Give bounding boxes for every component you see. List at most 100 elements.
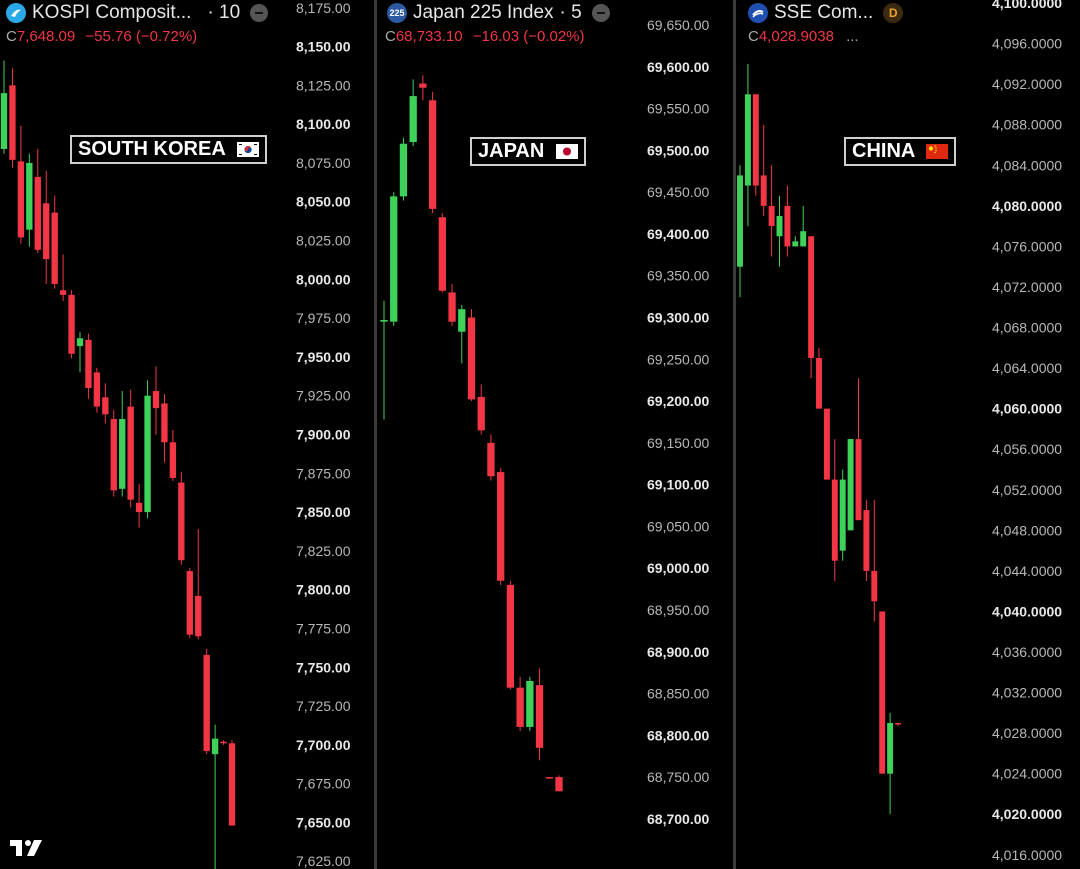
japan-label: JAPAN (470, 137, 586, 166)
kospi-change: −55.76 (85, 28, 132, 45)
sse-quote: C4,028.9038 ... (748, 28, 859, 45)
kospi-chart-panel[interactable]: 8,175.00 8,150.00 8,125.00 8,100.00 8,075.00… (0, 0, 374, 869)
kospi-candle-body (0, 93, 8, 149)
sse-candle-body (792, 241, 799, 247)
kospi-candle-body (85, 339, 92, 388)
nikkei-candle (409, 79, 417, 147)
sse-candle (784, 185, 791, 257)
kospi-collapse-icon[interactable] (250, 4, 269, 22)
kospi-candle-body (110, 418, 117, 491)
kospi-candle (102, 383, 109, 424)
kospi-candle-body (26, 162, 33, 230)
kospi-candle (178, 471, 185, 565)
sse-close: 4,028.9038 (758, 28, 834, 45)
sse-y-tick-label: 4,084.0000 (992, 157, 1062, 173)
kospi-candle (43, 170, 50, 284)
kospi-candle-body (93, 372, 101, 407)
nikkei-logo-icon: 225 (387, 3, 407, 23)
kospi-candle-body (102, 397, 109, 415)
sse-candle (768, 165, 775, 257)
nikkei-candle-body (428, 100, 437, 209)
kospi-y-tick-label: 7,825.00 (296, 543, 351, 559)
kospi-interval: · 10 (207, 2, 241, 23)
nikkei-candle-body (535, 685, 544, 748)
sse-chart[interactable]: 4,100.0000 4,096.0000 4,092.0000 4,088.0000… (736, 0, 1080, 869)
nikkei-candle (428, 91, 437, 214)
nikkei-y-tick-label: 68,950.00 (647, 602, 709, 618)
japan-label-text: JAPAN (478, 140, 545, 162)
kospi-candle-body (59, 290, 67, 295)
kospi-candle (68, 290, 75, 359)
nikkei-candle-body (526, 680, 534, 727)
sse-y-tick-label: 4,080.0000 (992, 198, 1062, 214)
kospi-y-tick-label: 8,025.00 (296, 233, 351, 249)
sse-candle-body (831, 479, 838, 561)
sse-candle-body (784, 205, 791, 247)
kospi-candle (119, 391, 126, 497)
kospi-y-tick-label: 7,800.00 (296, 582, 351, 598)
sse-trailing: ... (846, 28, 859, 45)
nikkei-candle-body (438, 217, 446, 291)
kospi-candle-body (144, 395, 151, 513)
kospi-y-tick-label: 7,650.00 (296, 814, 351, 830)
nikkei-y-tick-label: 68,750.00 (647, 769, 709, 785)
nikkei-candle (467, 309, 476, 402)
nikkei-y-tick-label: 69,550.00 (647, 101, 709, 117)
nikkei-candle (438, 213, 446, 293)
nikkei-chart-panel[interactable]: 69,650.00 69,600.00 69,550.00 69,500.00 69,4… (377, 0, 733, 869)
sse-header[interactable]: SSE Com... D (748, 0, 904, 26)
kospi-candle (127, 389, 134, 508)
sse-y-tick-label: 4,076.0000 (992, 238, 1062, 254)
sse-y-tick-label: 4,092.0000 (992, 76, 1062, 92)
kospi-header[interactable]: KOSPI Composit... · 10 (6, 0, 269, 26)
nikkei-candle-body (497, 472, 505, 581)
nikkei-header[interactable]: 225 Japan 225 Index · 5 (387, 0, 610, 26)
kospi-candle-body (17, 161, 25, 238)
nikkei-candle (458, 304, 466, 364)
kospi-title: KOSPI Composit... (32, 2, 192, 23)
kospi-candle-body (9, 85, 16, 160)
kospi-candle (135, 484, 143, 528)
separator-1[interactable] (374, 0, 377, 869)
kospi-candle-body (186, 571, 193, 635)
sse-y-tick-label: 4,048.0000 (992, 522, 1062, 538)
kospi-candle (203, 648, 210, 755)
nikkei-y-tick-label: 68,900.00 (647, 644, 709, 660)
sse-y-tick-label: 4,040.0000 (992, 603, 1062, 619)
nikkei-chart[interactable]: 69,650.00 69,600.00 69,550.00 69,500.00 69,4… (377, 0, 733, 869)
nikkei-close: 68,733.10 (395, 28, 463, 45)
sse-close-prefix: C (748, 28, 759, 45)
kospi-y-tick-label: 8,150.00 (296, 39, 351, 55)
nikkei-collapse-icon[interactable] (591, 4, 610, 22)
nikkei-y-tick-label: 69,150.00 (647, 435, 709, 451)
sse-candle (776, 195, 783, 267)
kospi-y-tick-label: 7,975.00 (296, 310, 351, 326)
kospi-candle-body (127, 406, 134, 500)
sse-candle (887, 712, 894, 815)
nikkei-candle (487, 434, 495, 481)
sse-logo-icon (748, 3, 768, 23)
kospi-y-tick-label: 7,625.00 (296, 853, 351, 869)
kospi-close-prefix: C (6, 28, 17, 45)
kospi-candle-body (51, 212, 58, 284)
sse-candle (831, 439, 838, 582)
nikkei-candle (380, 300, 388, 420)
kospi-y-tick-label: 7,925.00 (296, 388, 351, 404)
nikkei-candle (545, 777, 553, 779)
sse-candle (744, 63, 751, 227)
kospi-candle (0, 60, 8, 154)
kospi-candle-body (211, 738, 219, 755)
kospi-chart[interactable]: 8,175.00 8,150.00 8,125.00 8,100.00 8,075.00… (0, 0, 374, 869)
tradingview-logo-icon (10, 840, 42, 856)
separator-2[interactable] (733, 0, 736, 869)
sse-y-tick-label: 4,056.0000 (992, 441, 1062, 457)
sse-candle (871, 499, 878, 622)
sse-candle (737, 165, 743, 298)
sse-chart-panel[interactable]: 4,100.0000 4,096.0000 4,092.0000 4,088.0000… (736, 0, 1080, 869)
sse-y-tick-label: 4,100.0000 (992, 0, 1062, 11)
sse-candle-body (863, 510, 870, 571)
sse-candle (895, 722, 901, 727)
sse-candle (752, 94, 759, 196)
kospi-candle-body (76, 338, 84, 347)
nikkei-candle-body (409, 96, 417, 143)
